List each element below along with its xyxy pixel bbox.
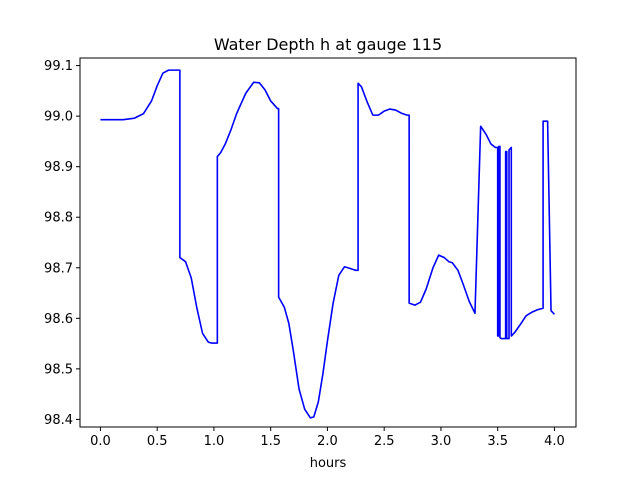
series-line-water-depth [100,69,556,419]
x-tick-label: 3.0 [431,434,452,449]
y-tick-label: 98.9 [44,160,73,175]
x-tick-label: 0.5 [147,434,168,449]
y-tick-label: 98.4 [44,413,73,428]
y-tick-label: 98.7 [44,261,73,276]
y-tick-label: 99.0 [44,110,73,125]
plot-area-frame [79,57,577,428]
y-tick-label: 98.5 [44,362,73,377]
x-tick-label: 4.0 [544,434,565,449]
x-tick-label: 2.5 [374,434,395,449]
x-tick-label: 1.5 [260,434,281,449]
x-tick-label: 0.0 [90,434,111,449]
x-tick-label: 3.5 [487,434,508,449]
y-axis: 98.4 98.5 98.6 98.7 98.8 98.9 99.0 99.1 [44,59,80,428]
y-tick-label: 99.1 [44,59,73,74]
x-axis-label: hours [310,456,347,471]
x-axis: 0.0 0.5 1.0 1.5 2.0 2.5 3.0 3.5 4.0 [90,427,565,449]
y-tick-label: 98.6 [44,312,73,327]
x-tick-label: 2.0 [317,434,338,449]
y-tick-label: 98.8 [44,211,73,226]
x-tick-label: 1.0 [204,434,225,449]
chart-title: Water Depth h at gauge 115 [214,35,442,54]
